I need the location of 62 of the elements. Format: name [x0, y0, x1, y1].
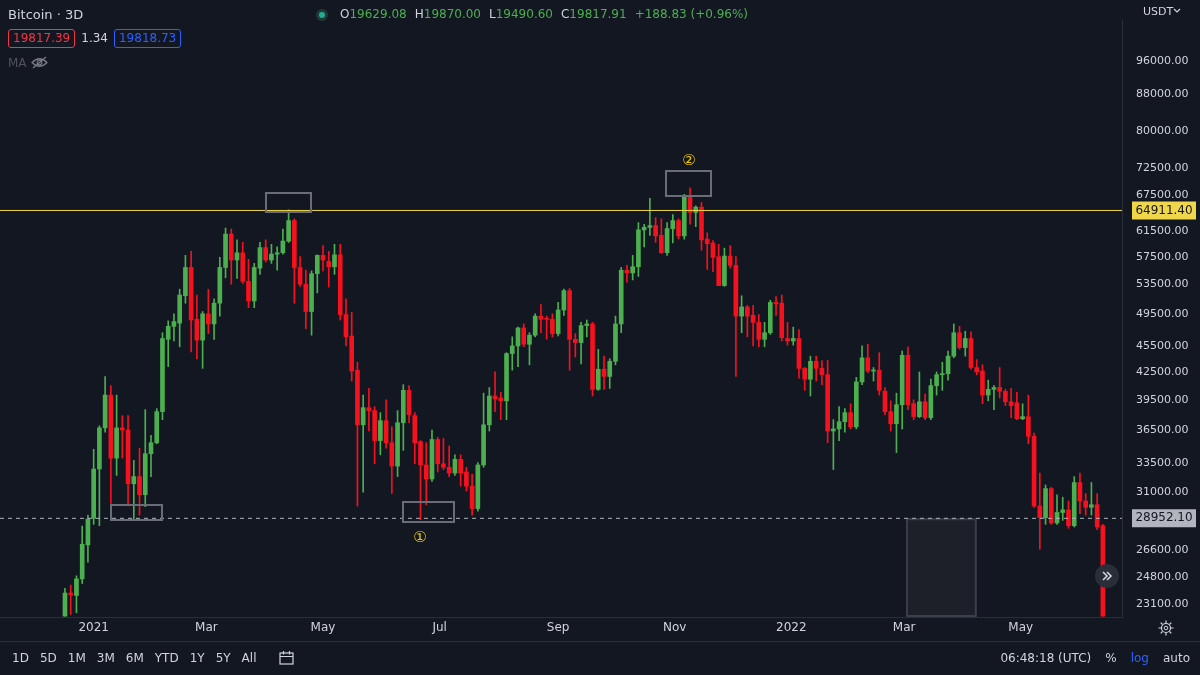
text: 5Y: [215, 651, 231, 666]
y-tick-label: 80000.00: [1136, 123, 1189, 137]
candlestick: [68, 584, 74, 615]
y-tick-label: 23100.00: [1136, 597, 1189, 611]
y-tick-label: 88000.00: [1136, 87, 1189, 101]
annotation: 19817.39: [8, 29, 76, 48]
y-axis-title: USDT: [1143, 4, 1174, 19]
text: 1D: [12, 651, 29, 666]
y-tick-label: 45500.00: [1136, 338, 1189, 352]
x-tick-label: Sep: [546, 620, 570, 635]
y-tick-label: 57500.00: [1136, 249, 1189, 263]
text: 1M: [67, 651, 86, 666]
text: 5D: [39, 651, 57, 666]
y-tick-label: 72500.00: [1136, 161, 1189, 175]
y-tick-label: 39500.00: [1136, 392, 1189, 406]
annotation: +188.83 (+0.96%): [634, 7, 749, 22]
candlestick: [1037, 472, 1043, 550]
candlestick: [326, 251, 332, 288]
text: YTD: [154, 651, 179, 666]
x-tick-label: Mar: [195, 620, 218, 635]
x-tick-label: 2022: [776, 620, 807, 635]
x-tick-label: Nov: [663, 620, 687, 635]
x-tick-label: Jul: [431, 620, 447, 635]
x-tick-label: Mar: [892, 620, 916, 635]
annotation: 19818.73: [113, 29, 182, 48]
y-tick-label: 49500.00: [1136, 306, 1189, 320]
y-tick-label: 67500.00: [1136, 188, 1189, 202]
y-tick-label: 33500.00: [1136, 455, 1189, 469]
text: log: [1130, 651, 1149, 666]
candlestick: [131, 460, 137, 520]
x-tick-label: May: [1008, 620, 1034, 635]
annotation: ②: [681, 150, 697, 170]
chart-title: Bitcoin · 3D: [8, 6, 84, 23]
text: auto: [1162, 651, 1190, 666]
text: 3M: [96, 651, 115, 666]
x-tick-label: May: [310, 620, 336, 635]
text: 1Y: [189, 651, 205, 666]
y-tick-label: 61500.00: [1136, 223, 1189, 237]
annotation: L19490.60: [489, 7, 553, 21]
text: All: [241, 651, 257, 666]
y-tick-label: 96000.00: [1136, 54, 1189, 68]
annotation: H19870.00: [414, 7, 482, 21]
y-tick-label: 42500.00: [1136, 364, 1189, 378]
y-tick-label: 31000.00: [1136, 485, 1189, 499]
annotation: 1.34: [81, 31, 108, 46]
annotation: C19817.91: [560, 7, 627, 21]
candlestick: [790, 326, 796, 346]
y-tick-label: 24800.00: [1136, 570, 1189, 584]
text: 06:48:18 (UTC): [1000, 651, 1092, 666]
ref-line-label: 28952.10: [1135, 510, 1193, 525]
annotation: O19629.08: [340, 7, 407, 21]
text: 6M: [125, 651, 144, 666]
y-tick-label: 26600.00: [1136, 543, 1189, 557]
ref-line-label: 64911.40: [1135, 202, 1193, 217]
y-tick-label: 53500.00: [1136, 277, 1189, 291]
x-tick-label: 2021: [78, 620, 109, 635]
candlestick: [647, 198, 653, 236]
y-tick-label: 36500.00: [1136, 422, 1189, 436]
annotation: ①: [412, 527, 428, 547]
candlestick: [423, 442, 429, 506]
text: %: [1105, 651, 1117, 666]
annotation: MA: [8, 56, 27, 71]
